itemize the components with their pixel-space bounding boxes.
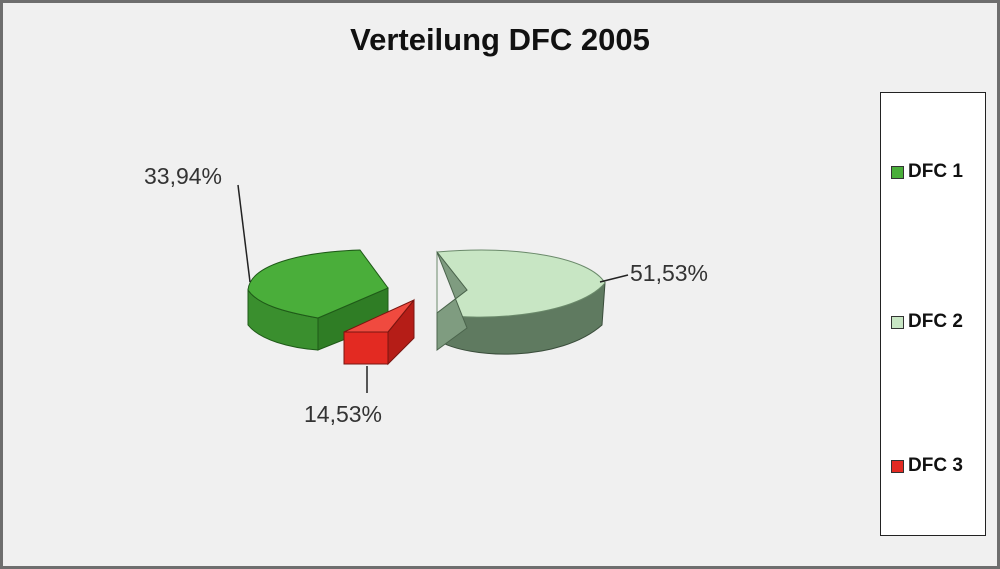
legend-swatch-dfc-1 — [891, 165, 904, 179]
slice-dfc-3 — [343, 298, 415, 366]
leader-line-dfc-2 — [599, 274, 629, 283]
legend: DFC 1 DFC 2 DFC 3 — [880, 92, 986, 536]
legend-label-dfc-1: DFC 1 — [908, 161, 963, 182]
slice-dfc-2 — [436, 249, 606, 355]
legend-swatch-dfc-2 — [891, 315, 904, 329]
data-label-dfc-3: 14,53% — [304, 401, 382, 427]
legend-item-dfc-1: DFC 1 — [891, 161, 963, 183]
legend-label-dfc-3: DFC 3 — [908, 455, 963, 476]
leader-line-dfc-1 — [237, 184, 251, 283]
data-label-dfc-2: 51,53% — [630, 260, 708, 286]
legend-swatch-dfc-3 — [891, 459, 904, 473]
legend-item-dfc-2: DFC 2 — [891, 311, 963, 333]
data-label-dfc-1: 33,94% — [144, 163, 222, 189]
legend-item-dfc-3: DFC 3 — [891, 455, 963, 477]
chart-title: Verteilung DFC 2005 — [350, 22, 650, 57]
legend-label-dfc-2: DFC 2 — [908, 311, 963, 332]
